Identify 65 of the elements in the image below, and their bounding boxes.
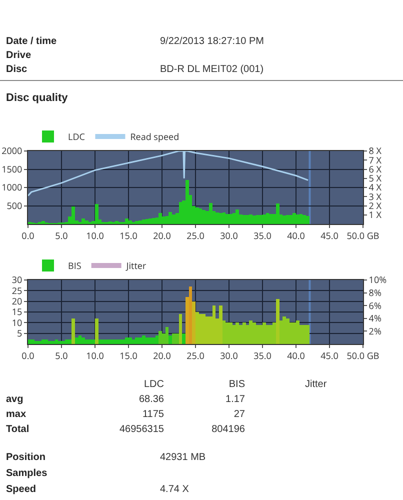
text: 27 (234, 409, 245, 420)
x-tick-label: 40.0 (287, 348, 305, 362)
text: Position (6, 452, 46, 463)
legend-label: LDC (68, 130, 86, 144)
text: 1175 (142, 409, 164, 420)
text: BD-R DL MEIT02 (001) (160, 64, 264, 75)
y2-tick-label: 2% (368, 324, 382, 338)
text: avg (6, 394, 24, 405)
x-tick-label: 5.0 (55, 348, 68, 362)
text: 68.36 (138, 394, 164, 405)
y-tick-label: 15 (12, 305, 22, 318)
y-tick-label: 25 (12, 284, 22, 297)
x-tick-label: 35.0 (254, 228, 272, 242)
x-tick-label: 5.0 (55, 228, 68, 242)
text: LDC (144, 379, 164, 390)
x-tick-label: 40.0 (287, 228, 305, 242)
y-tick-label: 20 (12, 294, 22, 308)
y-tick-label: 1000 (2, 180, 22, 194)
x-tick-label: 25.0 (186, 348, 204, 362)
x-tick-label: 20.0 (153, 348, 171, 362)
text: Disc (6, 64, 28, 75)
text: 42931 MB (160, 452, 206, 463)
text: 1.17 (226, 394, 245, 405)
y-tick-label: 5 (17, 326, 22, 340)
legend-label: BIS (68, 259, 82, 272)
x-tick-label: 30.0 (220, 348, 238, 362)
y2-tick-label: 1 X (368, 208, 382, 222)
x-tick-label: 50.0 GB (346, 228, 380, 242)
x-tick-label: 35.0 (254, 348, 272, 362)
x-tick-label: 50.0 GB (346, 348, 380, 362)
y-tick-label: 10 (12, 316, 22, 329)
x-tick-label: 0.0 (22, 348, 34, 362)
text: Jitter (305, 379, 327, 390)
y2-tick-label: 4% (368, 312, 382, 325)
x-tick-label: 15.0 (120, 348, 138, 362)
text: BIS (228, 379, 245, 390)
text: 4.74 X (160, 484, 189, 495)
text: Total (6, 424, 30, 435)
text: Date / time (6, 36, 57, 47)
x-tick-label: 10.0 (86, 348, 104, 362)
x-tick-label: 15.0 (120, 228, 138, 242)
chart-title: Disc quality (6, 92, 68, 104)
legend-label: Read speed (130, 130, 180, 144)
y-tick-label: 1500 (2, 162, 22, 176)
x-tick-label: 20.0 (153, 228, 171, 242)
x-tick-label: 45.0 (320, 348, 338, 362)
y2-tick-label: 10% (368, 273, 387, 286)
y-tick-label: 2000 (2, 144, 22, 158)
text: 804196 (212, 424, 245, 435)
x-tick-label: 25.0 (186, 228, 204, 242)
x-tick-label: 45.0 (320, 228, 338, 242)
x-tick-label: 30.0 (220, 228, 238, 242)
y2-tick-label: 8% (368, 286, 382, 299)
text: max (6, 409, 26, 420)
x-tick-label: 10.0 (86, 228, 104, 242)
text: Drive (6, 50, 32, 61)
text: 46956315 (120, 424, 164, 435)
y-tick-label: 30 (12, 273, 22, 286)
text: Speed (6, 484, 36, 495)
y-tick-label: 500 (6, 198, 22, 212)
y2-tick-label: 6% (368, 298, 382, 312)
legend-label: Jitter (125, 259, 146, 272)
text: Samples (6, 468, 48, 479)
x-tick-label: 0.0 (22, 228, 34, 242)
text: 9/22/2013 18:27:10 PM (160, 36, 264, 47)
